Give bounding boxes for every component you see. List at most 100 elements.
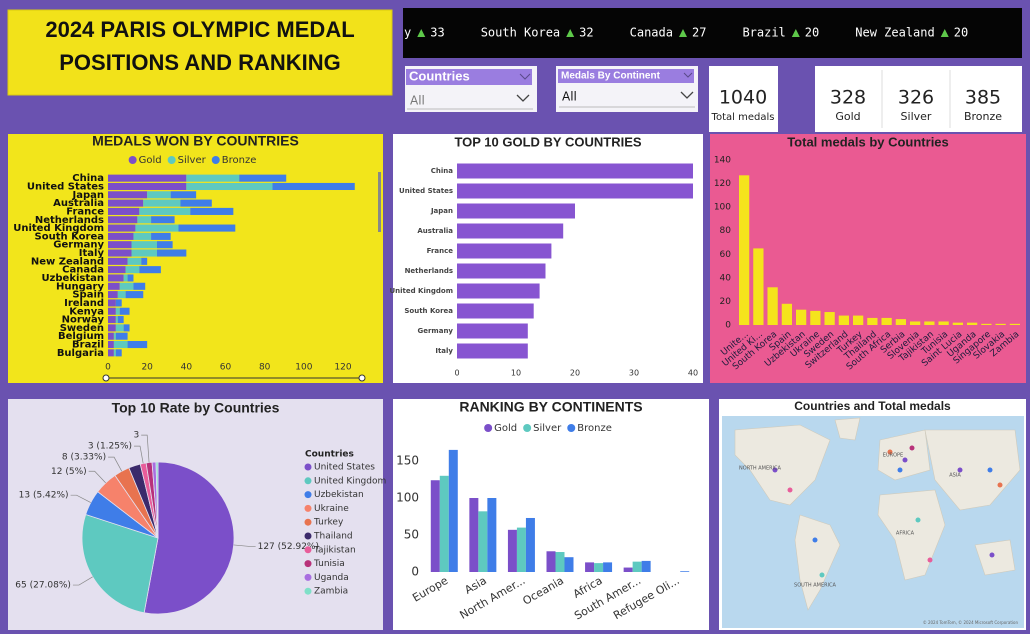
slicer-value[interactable]: All xyxy=(410,94,425,108)
chart-title: TOP 10 GOLD BY COUNTRIES xyxy=(454,134,641,149)
kpi-label: Total medals xyxy=(711,112,775,123)
data-label: 8 (3.33%) xyxy=(62,453,106,463)
bar-segment xyxy=(119,307,130,315)
y-tick-label: Uzbekistan xyxy=(41,273,104,284)
legend-label: United Kingdom xyxy=(314,476,386,486)
legend-marker xyxy=(304,560,312,568)
up-arrow xyxy=(791,29,800,37)
bar xyxy=(738,175,750,325)
y-tick-label: Kenya xyxy=(69,306,104,317)
y-tick-label: Japan xyxy=(72,190,105,201)
bar xyxy=(824,312,835,325)
bar-segment xyxy=(143,199,181,207)
y-tick-label: 40 xyxy=(720,273,732,283)
bar-segment xyxy=(108,282,120,290)
bar-segment xyxy=(115,332,128,340)
bar-segment xyxy=(108,266,126,274)
map-dots xyxy=(772,445,1003,578)
bar-segment xyxy=(151,216,175,224)
y-tick-label: Australia xyxy=(53,198,104,209)
ticker-name: South Korea xyxy=(481,26,560,40)
bar xyxy=(924,321,935,325)
legend-marker xyxy=(211,156,220,164)
x-tick-label: 0 xyxy=(105,363,111,373)
legend-label: Turkey xyxy=(313,518,344,528)
legend-label: Ukraine xyxy=(314,504,349,514)
leader-line xyxy=(72,576,93,586)
up-arrow xyxy=(417,29,426,37)
data-label: 65 (27.08%) xyxy=(15,581,71,591)
bar-segment xyxy=(139,207,191,215)
bar xyxy=(457,263,546,279)
y-tick-label: Spain xyxy=(72,290,104,301)
bar xyxy=(867,317,878,325)
ticker-value: 20 xyxy=(954,26,968,40)
y-tick-label: 20 xyxy=(720,297,732,307)
bar-segment xyxy=(115,307,120,315)
y-tick-label: France xyxy=(66,206,104,217)
bar xyxy=(516,527,526,572)
x-tick-label: 40 xyxy=(688,369,698,378)
leader-line xyxy=(70,494,91,503)
bar-segment xyxy=(108,249,132,257)
scroll-handle[interactable] xyxy=(358,374,366,382)
up-arrow xyxy=(566,29,575,37)
bar-segment xyxy=(108,224,136,232)
bar xyxy=(469,498,479,572)
kpi-label: Gold xyxy=(835,110,860,123)
leader-line xyxy=(233,544,256,547)
scroll-handle[interactable] xyxy=(102,374,110,382)
map-label: AFRICA xyxy=(896,531,915,537)
bar xyxy=(439,475,449,572)
legend-label: Zambia xyxy=(314,587,348,597)
bar xyxy=(457,163,693,179)
scrollbar[interactable] xyxy=(378,172,381,232)
ticker: y 33 South Korea 32 Canada 27 Brazil 20 New Zeal… xyxy=(404,26,968,40)
y-tick-label: 100 xyxy=(714,203,731,213)
legend-label: United States xyxy=(314,463,375,473)
bar xyxy=(603,562,613,572)
bar-segment xyxy=(108,216,138,224)
chevron[interactable] xyxy=(516,94,530,102)
bar-segment xyxy=(178,224,236,232)
bar xyxy=(457,203,575,219)
bar xyxy=(895,319,907,325)
legend: Gold Silver Bronze xyxy=(128,155,256,166)
ticker-value: 20 xyxy=(805,26,819,40)
leader-line xyxy=(108,456,123,472)
bar-segment xyxy=(115,349,122,357)
chevron xyxy=(519,73,531,80)
bar xyxy=(478,511,488,572)
bar-segment xyxy=(108,307,116,315)
chart-title: MEDALS WON BY COUNTRIES xyxy=(92,133,299,149)
bar-segment xyxy=(117,291,126,299)
data-label: 12 (5%) xyxy=(51,467,87,477)
kpi-value: 326 xyxy=(898,87,934,109)
data-label: 3 (1.25%) xyxy=(88,442,132,452)
y-tick-label: Italy xyxy=(79,248,105,259)
bar xyxy=(623,567,633,572)
leader-line xyxy=(134,445,144,464)
y-tick-label: Germany xyxy=(417,327,453,335)
legend-marker xyxy=(304,546,312,554)
bar-segment xyxy=(108,299,116,307)
x-tick-label: 0 xyxy=(454,369,459,378)
chevron[interactable] xyxy=(680,91,694,99)
kpi-value: 1040 xyxy=(719,87,767,109)
ticker-value: 33 xyxy=(430,26,444,40)
bar-segment xyxy=(108,232,134,240)
x-tick-label: 30 xyxy=(629,369,639,378)
bar xyxy=(457,223,564,239)
data-label: 13 (5.42%) xyxy=(19,491,69,501)
bar-segment xyxy=(108,241,132,249)
legend-marker xyxy=(523,424,532,432)
bar xyxy=(909,321,921,325)
bar xyxy=(448,449,458,572)
bar-segment xyxy=(190,207,234,215)
y-tick-label: Canada xyxy=(62,265,104,276)
slicer-value[interactable]: All xyxy=(562,90,577,104)
bar-segment xyxy=(133,282,146,290)
bar xyxy=(767,287,778,325)
kpi-label: Silver xyxy=(901,110,932,123)
